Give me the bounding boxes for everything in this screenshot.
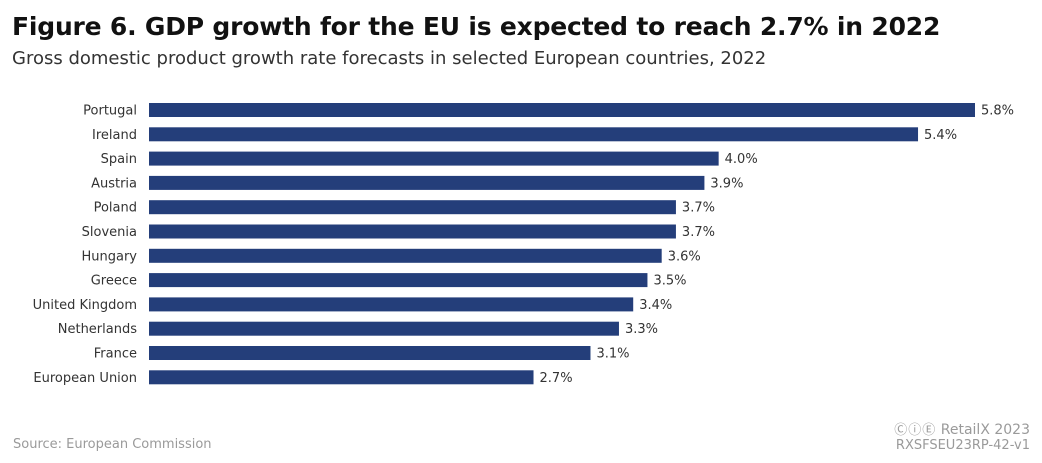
source-note: Source: European Commission [13, 437, 212, 452]
bar-greece [149, 273, 648, 288]
chart-subtitle: Gross domestic product growth rate forec… [12, 48, 767, 69]
bar-netherlands [149, 321, 619, 336]
bar-france [149, 346, 591, 360]
category-label-slovenia: Slovenia [82, 225, 137, 240]
value-label-european-union: 2.7% [540, 371, 573, 386]
category-label-hungary: Hungary [81, 249, 137, 264]
value-label-netherlands: 3.3% [625, 322, 658, 337]
value-label-greece: 3.5% [653, 274, 686, 289]
chart-title: Figure 6. GDP growth for the EU is expec… [12, 12, 941, 41]
brand-credit: ⒸⓘⒺ RetailX 2023 [894, 419, 1030, 438]
figure-code: RXSFSEU23RP-42-v1 [895, 438, 1030, 453]
category-label-netherlands: Netherlands [58, 322, 137, 337]
category-label-portugal: Portugal [83, 104, 137, 119]
bar-european-union [149, 370, 534, 385]
brand-name: RetailX 2023 [940, 422, 1030, 438]
category-label-ireland: Ireland [92, 128, 137, 143]
category-label-spain: Spain [101, 152, 137, 167]
bar-hungary [149, 248, 662, 263]
license-icons: ⒸⓘⒺ [894, 423, 937, 438]
value-label-portugal: 5.8% [981, 104, 1014, 119]
bar-poland [149, 200, 676, 215]
value-label-france: 3.1% [596, 347, 629, 362]
bar-portugal [149, 103, 975, 117]
category-label-united-kingdom: United Kingdom [33, 298, 137, 313]
value-label-austria: 3.9% [710, 176, 743, 191]
category-label-greece: Greece [91, 274, 137, 289]
category-label-poland: Poland [94, 201, 137, 216]
bar-united-kingdom [149, 297, 634, 312]
value-label-spain: 4.0% [725, 152, 758, 167]
bar-austria [149, 175, 705, 190]
value-label-slovenia: 3.7% [682, 225, 715, 240]
category-label-france: France [94, 347, 137, 362]
category-label-austria: Austria [91, 176, 137, 191]
bar-spain [149, 151, 719, 166]
value-label-poland: 3.7% [682, 201, 715, 216]
value-label-united-kingdom: 3.4% [639, 298, 672, 313]
bar-slovenia [149, 224, 676, 239]
value-label-hungary: 3.6% [668, 249, 701, 264]
category-label-european-union: European Union [33, 371, 137, 386]
bar-ireland [149, 127, 919, 142]
value-label-ireland: 5.4% [924, 128, 957, 143]
